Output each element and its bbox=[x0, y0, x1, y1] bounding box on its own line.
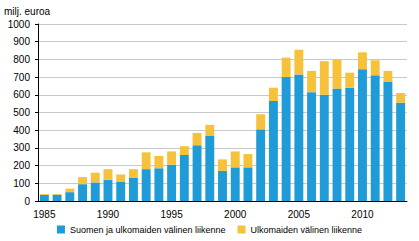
svg-text:400: 400 bbox=[13, 125, 30, 136]
svg-text:700: 700 bbox=[13, 72, 30, 83]
svg-text:1995: 1995 bbox=[160, 209, 183, 220]
svg-text:1990: 1990 bbox=[97, 209, 120, 220]
svg-text:0: 0 bbox=[24, 196, 30, 207]
svg-text:900: 900 bbox=[13, 36, 30, 47]
svg-text:1985: 1985 bbox=[33, 209, 56, 220]
svg-text:2000: 2000 bbox=[224, 209, 247, 220]
svg-text:Ulkomaiden välinen liikenne: Ulkomaiden välinen liikenne bbox=[251, 225, 363, 235]
svg-text:300: 300 bbox=[13, 142, 30, 153]
svg-text:100: 100 bbox=[13, 178, 30, 189]
svg-text:800: 800 bbox=[13, 54, 30, 65]
svg-text:1000: 1000 bbox=[8, 19, 31, 30]
svg-text:2010: 2010 bbox=[351, 209, 374, 220]
svg-text:500: 500 bbox=[13, 107, 30, 118]
svg-text:Suomen ja ulkomaiden välinen l: Suomen ja ulkomaiden välinen liikenne bbox=[70, 225, 226, 235]
svg-text:200: 200 bbox=[13, 160, 30, 171]
svg-text:2005: 2005 bbox=[288, 209, 311, 220]
svg-text:600: 600 bbox=[13, 89, 30, 100]
svg-text:milj. euroa: milj. euroa bbox=[4, 6, 51, 17]
